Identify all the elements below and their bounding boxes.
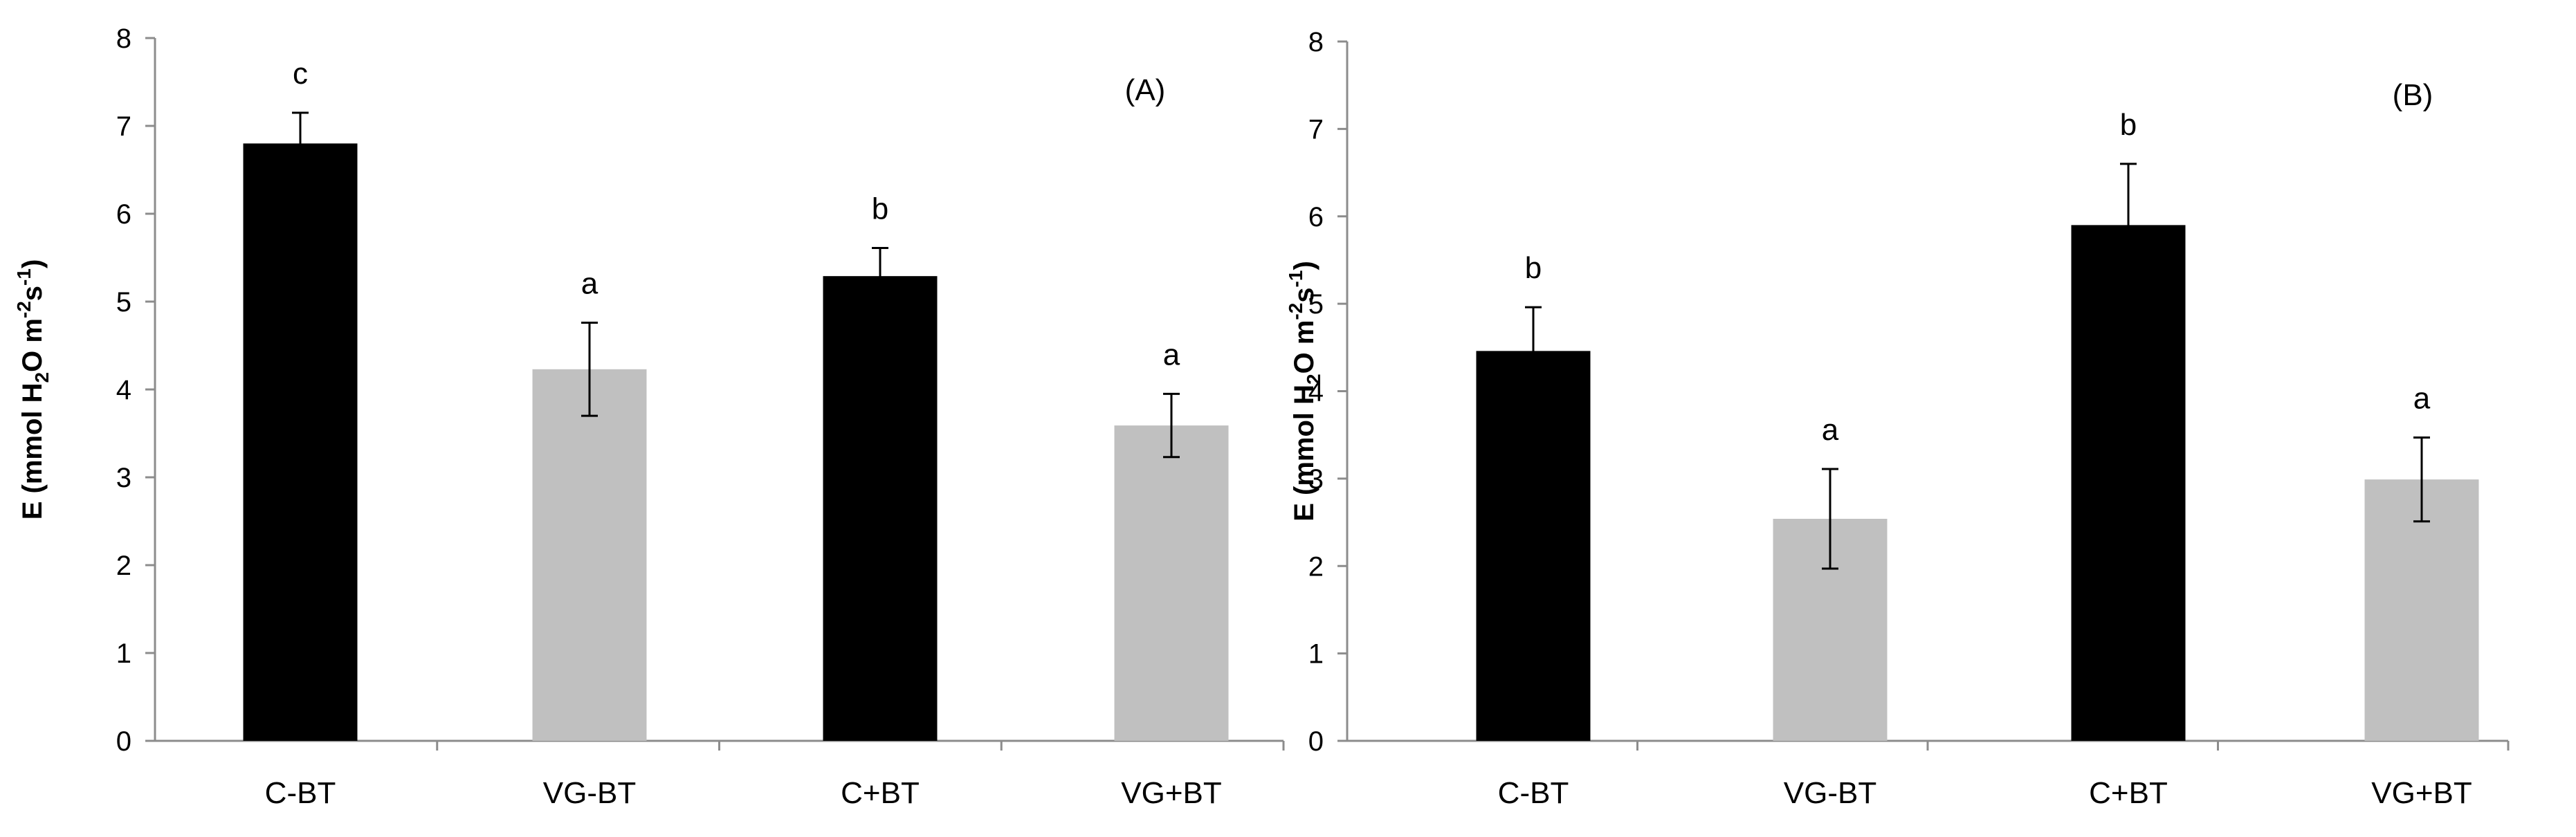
panel-label: (A) — [1125, 73, 1166, 107]
y-tick-label: 1 — [116, 638, 131, 669]
significance-letter: b — [1525, 251, 1542, 285]
y-tick-label: 1 — [1308, 639, 1324, 670]
y-axis-title-part: -2 — [13, 301, 35, 318]
panel-label: (B) — [2393, 78, 2433, 112]
y-tick-label: 8 — [116, 24, 131, 54]
bar-cminus-bt — [243, 143, 358, 741]
x-tick-label: VG+BT — [1121, 776, 1222, 810]
y-tick-label: 6 — [1308, 202, 1324, 232]
y-axis-title-part: -2 — [1285, 303, 1306, 320]
y-tick-label: 3 — [116, 463, 131, 493]
y-axis-title-part: s — [1289, 287, 1319, 302]
significance-letter: b — [872, 192, 888, 226]
bar-cplusminus-bt — [2071, 225, 2186, 741]
y-tick-label: 0 — [116, 726, 131, 757]
y-axis-title-part: E (mmol H — [17, 383, 48, 519]
y-axis-title-part: 2 — [1303, 374, 1324, 385]
bar-vgplusminus-bt — [1114, 425, 1229, 741]
y-tick-label: 2 — [116, 551, 131, 581]
x-tick-label: C+BT — [841, 776, 920, 810]
significance-letter: c — [293, 57, 308, 91]
bar-cminus-bt — [1476, 351, 1591, 741]
bar-vgplusminus-bt — [2364, 479, 2479, 741]
y-tick-label: 4 — [116, 375, 131, 405]
y-tick-label: 2 — [1308, 551, 1324, 582]
y-axis-title-part: -1 — [1285, 270, 1306, 288]
y-axis-title-part: O m — [1289, 320, 1319, 374]
y-tick-label: 7 — [1308, 114, 1324, 145]
x-tick-label: VG+BT — [2371, 776, 2472, 810]
x-tick-label: C-BT — [1498, 776, 1569, 810]
significance-letter: a — [1822, 413, 1839, 447]
significance-letter: b — [2120, 108, 2137, 142]
y-tick-label: 7 — [116, 111, 131, 142]
y-axis-title-part: E (mmol H — [1289, 385, 1319, 522]
y-tick-label: 6 — [116, 199, 131, 230]
x-tick-label: VG-BT — [543, 776, 636, 810]
chart-panel-a: 0 1 2 3 4 5 6 7 8 c C-BT a VG-BT b C+BT a VG+BT (A) E (mmo… — [13, 24, 1285, 810]
x-tick-label: C+BT — [2089, 776, 2168, 810]
chart-panel-b: 0 1 2 3 4 5 6 7 8 b C-BT a VG-BT b C+BT a VG+BT (B) E (mmo… — [1285, 27, 2510, 810]
y-axis-title-part: ) — [1289, 261, 1319, 270]
bar-vgminus-bt — [532, 369, 647, 741]
y-tick-label: 0 — [1308, 726, 1324, 757]
y-tick-label: 3 — [1308, 464, 1324, 495]
y-axis-title-part: s — [17, 286, 48, 301]
significance-letter: a — [581, 266, 599, 300]
bar-cplusminus-bt — [823, 276, 938, 741]
y-axis-title: E (mmol H2O m-2s-1) — [1285, 261, 1324, 522]
y-axis-title-part: ) — [17, 259, 48, 268]
x-tick-label: C-BT — [265, 776, 336, 810]
y-tick-label: 5 — [1308, 289, 1324, 320]
y-axis-title: E (mmol H2O m-2s-1) — [13, 259, 53, 520]
y-axis-title-part: O m — [17, 318, 48, 372]
y-axis-title-part: 2 — [31, 372, 53, 383]
y-axis-title-part: -1 — [13, 268, 35, 286]
y-tick-label: 5 — [116, 287, 131, 318]
y-tick-label: 4 — [1308, 377, 1324, 407]
significance-letter: a — [1163, 338, 1180, 371]
x-tick-label: VG-BT — [1784, 776, 1876, 810]
significance-letter: a — [2413, 381, 2431, 415]
y-tick-label: 8 — [1308, 27, 1324, 57]
